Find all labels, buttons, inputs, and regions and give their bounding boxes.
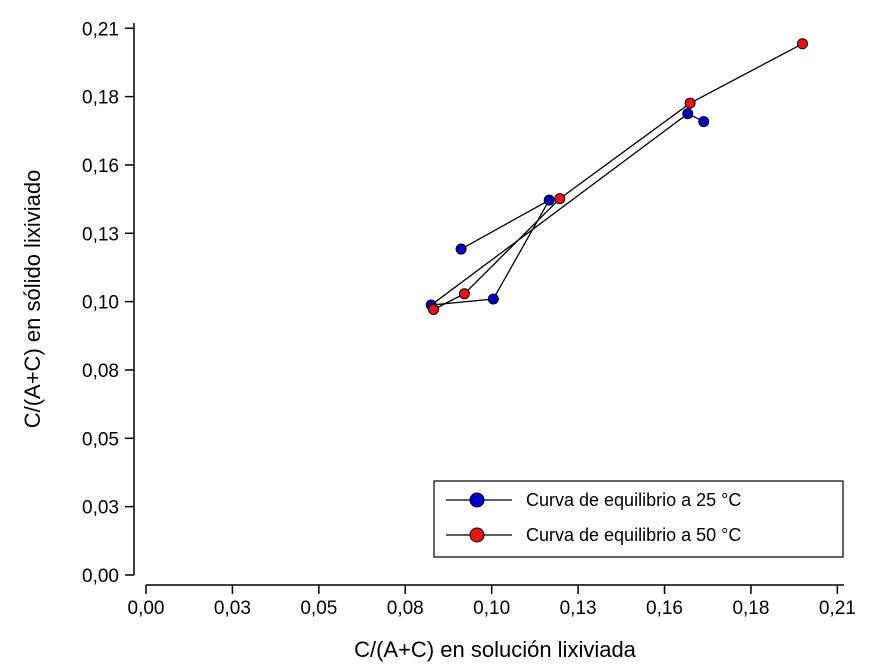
axes: 0,00 0,03 0,05 0,08 0,10 0,13 0,16 0,18 0,21 0,00… — [82, 19, 856, 619]
legend-label-25c: Curva de equilibrio a 25 °C — [526, 490, 741, 510]
data-point — [684, 97, 696, 109]
x-tick-label: 0,16 — [646, 598, 683, 619]
x-tick-label: 0,05 — [300, 598, 337, 619]
y-tick-label: 0,00 — [82, 566, 119, 587]
y-tick-label: 0,10 — [82, 293, 119, 314]
data-point — [428, 304, 440, 316]
y-axis-label: C/(A+C) en sólido lixiviado — [20, 170, 45, 429]
series-line — [428, 112, 705, 306]
series-0 — [425, 108, 710, 311]
y-tick-label: 0,13 — [82, 224, 119, 245]
legend-marker-50c — [469, 527, 485, 543]
data-point — [455, 243, 467, 255]
x-tick-label: 0,13 — [560, 598, 597, 619]
data-point — [698, 116, 710, 128]
data-point — [682, 108, 694, 120]
legend: Curva de equilibrio a 25 °C Curva de equ… — [433, 480, 844, 558]
series-layer — [425, 38, 808, 316]
legend-item-50c: Curva de equilibrio a 50 °C — [446, 525, 741, 545]
x-tick-label: 0,08 — [387, 598, 424, 619]
y-tick-label: 0,21 — [82, 19, 119, 40]
legend-label-50c: Curva de equilibrio a 50 °C — [526, 525, 741, 545]
legend-box — [433, 480, 844, 558]
y-tick-label: 0,16 — [82, 156, 119, 177]
x-tick-label: 0,18 — [732, 598, 769, 619]
data-point — [487, 293, 499, 305]
x-tick-label: 0,03 — [214, 598, 251, 619]
data-point — [458, 288, 470, 300]
legend-item-25c: Curva de equilibrio a 25 °C — [446, 490, 741, 510]
y-tick-label: 0,08 — [82, 361, 119, 382]
x-axis-label: C/(A+C) en solución lixiviada — [354, 637, 637, 662]
data-point — [554, 193, 566, 205]
x-tick-label: 0,21 — [819, 598, 856, 619]
legend-marker-25c — [469, 492, 485, 508]
y-tick-label: 0,18 — [82, 88, 119, 109]
series-1 — [428, 38, 808, 316]
data-point — [543, 194, 555, 206]
x-tick-label: 0,00 — [128, 598, 165, 619]
data-point — [796, 38, 808, 50]
y-tick-label: 0,05 — [82, 429, 119, 450]
x-tick-label: 0,10 — [473, 598, 510, 619]
y-tick-label: 0,03 — [82, 498, 119, 519]
series-line — [433, 43, 803, 311]
